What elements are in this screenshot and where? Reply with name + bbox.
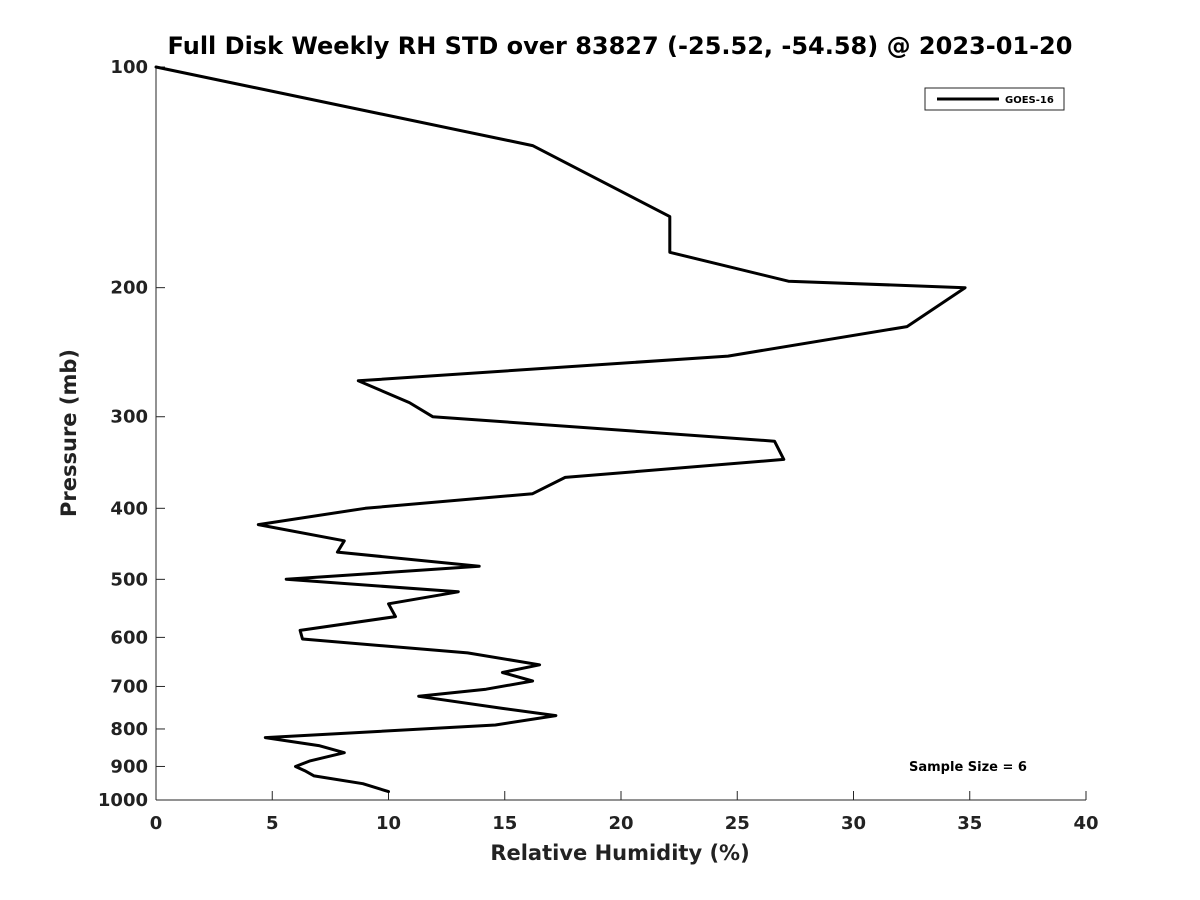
y-tick-label: 200 xyxy=(110,278,148,299)
y-tick-label: 900 xyxy=(110,756,148,777)
y-tick-label: 800 xyxy=(110,719,148,740)
axes xyxy=(155,67,1086,801)
y-tick-label: 600 xyxy=(110,627,148,648)
legend: GOES-16 xyxy=(924,87,1065,111)
x-tick-label: 25 xyxy=(725,813,750,834)
y-ticks: 100 200 300 400 500 600 700 800 900 1000 xyxy=(98,57,165,811)
x-tick-label: 30 xyxy=(841,813,866,834)
series-line-goes-16 xyxy=(154,65,967,794)
x-tick-label: 15 xyxy=(492,813,517,834)
y-tick-label: 300 xyxy=(110,407,148,428)
x-tick-label: 0 xyxy=(150,813,163,834)
y-tick-label: 400 xyxy=(110,498,148,519)
y-tick-label: 100 xyxy=(110,57,148,78)
x-tick-label: 35 xyxy=(957,813,982,834)
chart-title: Full Disk Weekly RH STD over 83827 (-25.… xyxy=(168,32,1073,60)
x-tick-label: 40 xyxy=(1073,813,1098,834)
series-layer xyxy=(154,65,967,794)
y-tick-label: 1000 xyxy=(98,790,148,811)
y-tick-label: 700 xyxy=(110,676,148,697)
x-tick-label: 20 xyxy=(608,813,633,834)
x-tick-label: 5 xyxy=(266,813,279,834)
legend-entry-label: GOES-16 xyxy=(1005,95,1054,106)
x-ticks: 0 5 10 15 20 25 30 35 40 xyxy=(150,791,1099,834)
y-axis-label: Pressure (mb) xyxy=(57,349,81,517)
sample-size-annotation: Sample Size = 6 xyxy=(909,760,1027,775)
y-tick-label: 500 xyxy=(110,569,148,590)
x-tick-label: 10 xyxy=(376,813,401,834)
x-axis-label: Relative Humidity (%) xyxy=(490,841,749,865)
